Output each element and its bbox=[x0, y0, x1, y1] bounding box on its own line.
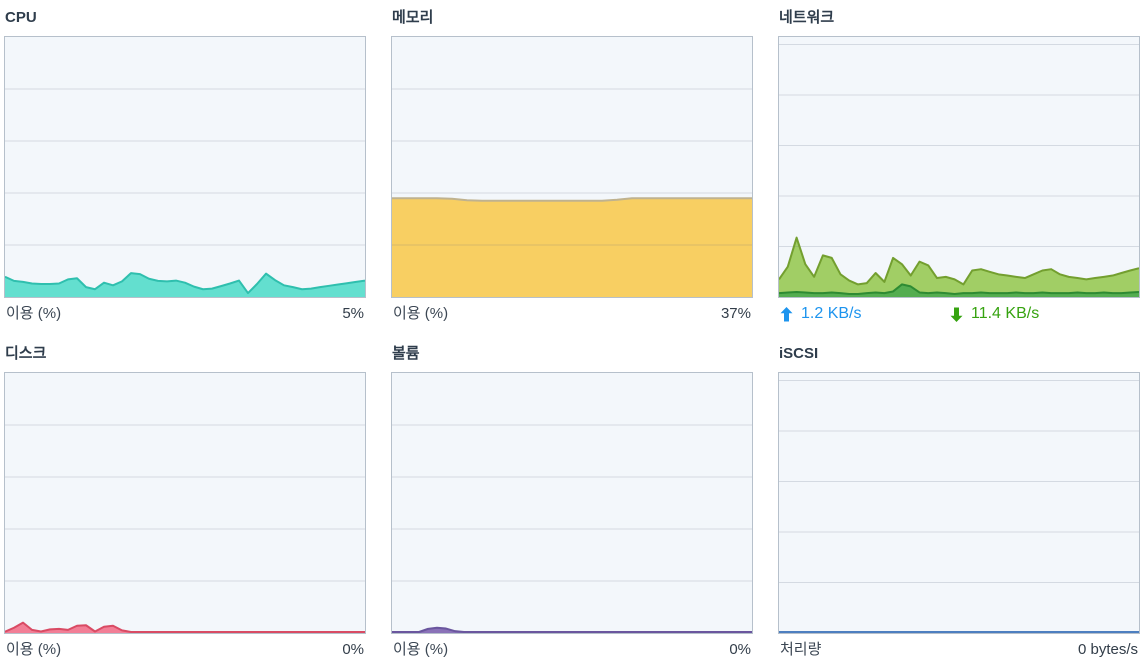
disk-usage-chart[interactable] bbox=[4, 372, 366, 634]
panel-disk: 디스크 이용 (%) 0% bbox=[4, 344, 366, 659]
memory-usage-chart[interactable] bbox=[391, 36, 753, 298]
download-arrow-icon bbox=[950, 307, 963, 322]
volume-usage-label: 이용 (%) bbox=[393, 641, 449, 658]
iscsi-throughput-chart[interactable] bbox=[778, 372, 1140, 634]
iscsi-throughput-label: 처리량 bbox=[780, 641, 822, 658]
network-footer: 1.2 KB/s 11.4 KB/s bbox=[778, 305, 1140, 323]
cpu-footer: 이용 (%) 5% bbox=[4, 305, 366, 323]
panel-memory: 메모리 이용 (%) 37% bbox=[391, 8, 753, 323]
cpu-usage-label: 이용 (%) bbox=[6, 305, 62, 322]
panel-iscsi: iSCSI 처리량 0 bytes/s bbox=[778, 344, 1140, 659]
volume-usage-value: 0% bbox=[729, 641, 751, 658]
panel-network: 네트워크 1.2 KB/s 11.4 KB/s bbox=[778, 8, 1140, 323]
volume-usage-chart[interactable] bbox=[391, 372, 753, 634]
cpu-panel-title: CPU bbox=[5, 9, 37, 26]
disk-usage-value: 0% bbox=[342, 641, 364, 658]
volume-footer: 이용 (%) 0% bbox=[391, 641, 753, 659]
iscsi-panel-title: iSCSI bbox=[779, 345, 819, 362]
disk-footer: 이용 (%) 0% bbox=[4, 641, 366, 659]
disk-panel-title: 디스크 bbox=[5, 345, 47, 362]
panel-cpu: CPU 이용 (%) 5% bbox=[4, 8, 366, 323]
memory-footer: 이용 (%) 37% bbox=[391, 305, 753, 323]
volume-panel-title: 볼륨 bbox=[392, 345, 420, 362]
network-download-value: 11.4 KB/s bbox=[971, 305, 1040, 322]
disk-usage-label: 이용 (%) bbox=[6, 641, 62, 658]
memory-usage-label: 이용 (%) bbox=[393, 305, 449, 322]
panel-volume: 볼륨 이용 (%) 0% bbox=[391, 344, 753, 659]
network-upload-value: 1.2 KB/s bbox=[801, 305, 862, 322]
network-panel-title: 네트워크 bbox=[779, 9, 835, 26]
memory-panel-title: 메모리 bbox=[392, 9, 434, 26]
memory-usage-value: 37% bbox=[720, 305, 751, 322]
iscsi-throughput-value: 0 bytes/s bbox=[1077, 641, 1138, 658]
cpu-usage-value: 5% bbox=[342, 305, 364, 322]
network-upload-stat: 1.2 KB/s bbox=[780, 305, 950, 323]
network-traffic-chart[interactable] bbox=[778, 36, 1140, 298]
iscsi-footer: 처리량 0 bytes/s bbox=[778, 641, 1140, 659]
network-download-stat: 11.4 KB/s bbox=[950, 305, 1039, 323]
upload-arrow-icon bbox=[780, 306, 793, 321]
cpu-usage-chart[interactable] bbox=[4, 36, 366, 298]
